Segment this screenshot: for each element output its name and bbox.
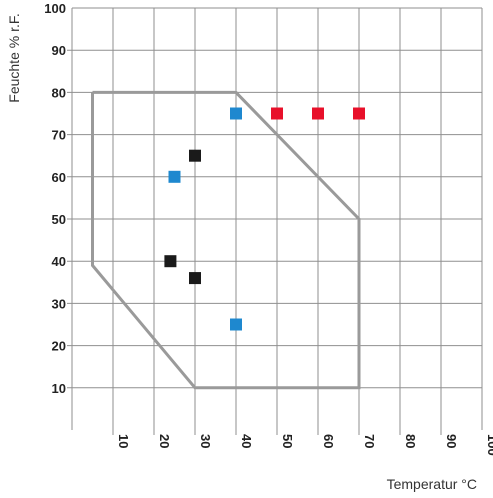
data-point <box>353 107 365 120</box>
data-point <box>189 272 201 285</box>
x-tick-label: 80 <box>403 434 418 448</box>
data-point <box>312 107 324 120</box>
x-tick-label: 30 <box>198 434 213 448</box>
x-tick-label: 70 <box>362 434 377 448</box>
y-tick-label: 90 <box>52 43 66 58</box>
points-group <box>164 107 365 331</box>
data-point <box>164 255 177 268</box>
x-tick-label: 90 <box>444 434 459 448</box>
x-tick-label: 20 <box>157 434 172 448</box>
boundary-line <box>91 90 361 390</box>
y-tick-labels: 10 20 30 40 50 60 70 80 90 100 <box>44 1 66 396</box>
data-point <box>168 170 181 183</box>
y-tick-label: 80 <box>52 85 66 100</box>
y-tick-label: 30 <box>52 296 66 311</box>
y-tick-label: 40 <box>52 254 66 269</box>
data-point <box>230 318 242 331</box>
data-point <box>230 107 242 120</box>
data-point <box>271 107 283 120</box>
x-tick-label: 40 <box>239 434 254 448</box>
data-point <box>189 149 201 162</box>
x-tick-label: 10 <box>116 434 131 448</box>
x-axis-title: Temperatur °C <box>387 476 477 492</box>
grid <box>67 7 483 435</box>
x-tick-label: 60 <box>321 434 336 448</box>
x-tick-label: 50 <box>280 434 295 448</box>
y-tick-label: 100 <box>44 1 66 16</box>
y-tick-label: 50 <box>52 212 66 227</box>
y-tick-label: 20 <box>52 339 66 354</box>
x-tick-labels: 10 20 30 40 50 60 70 80 90 100 <box>116 434 493 456</box>
boundary-group <box>91 90 361 390</box>
x-tick-label: 100 <box>485 434 493 456</box>
y-tick-label: 10 <box>52 381 66 396</box>
y-axis-title: Feuchte % r.F. <box>6 13 22 102</box>
y-tick-label: 70 <box>52 128 66 143</box>
y-tick-label: 60 <box>52 170 66 185</box>
